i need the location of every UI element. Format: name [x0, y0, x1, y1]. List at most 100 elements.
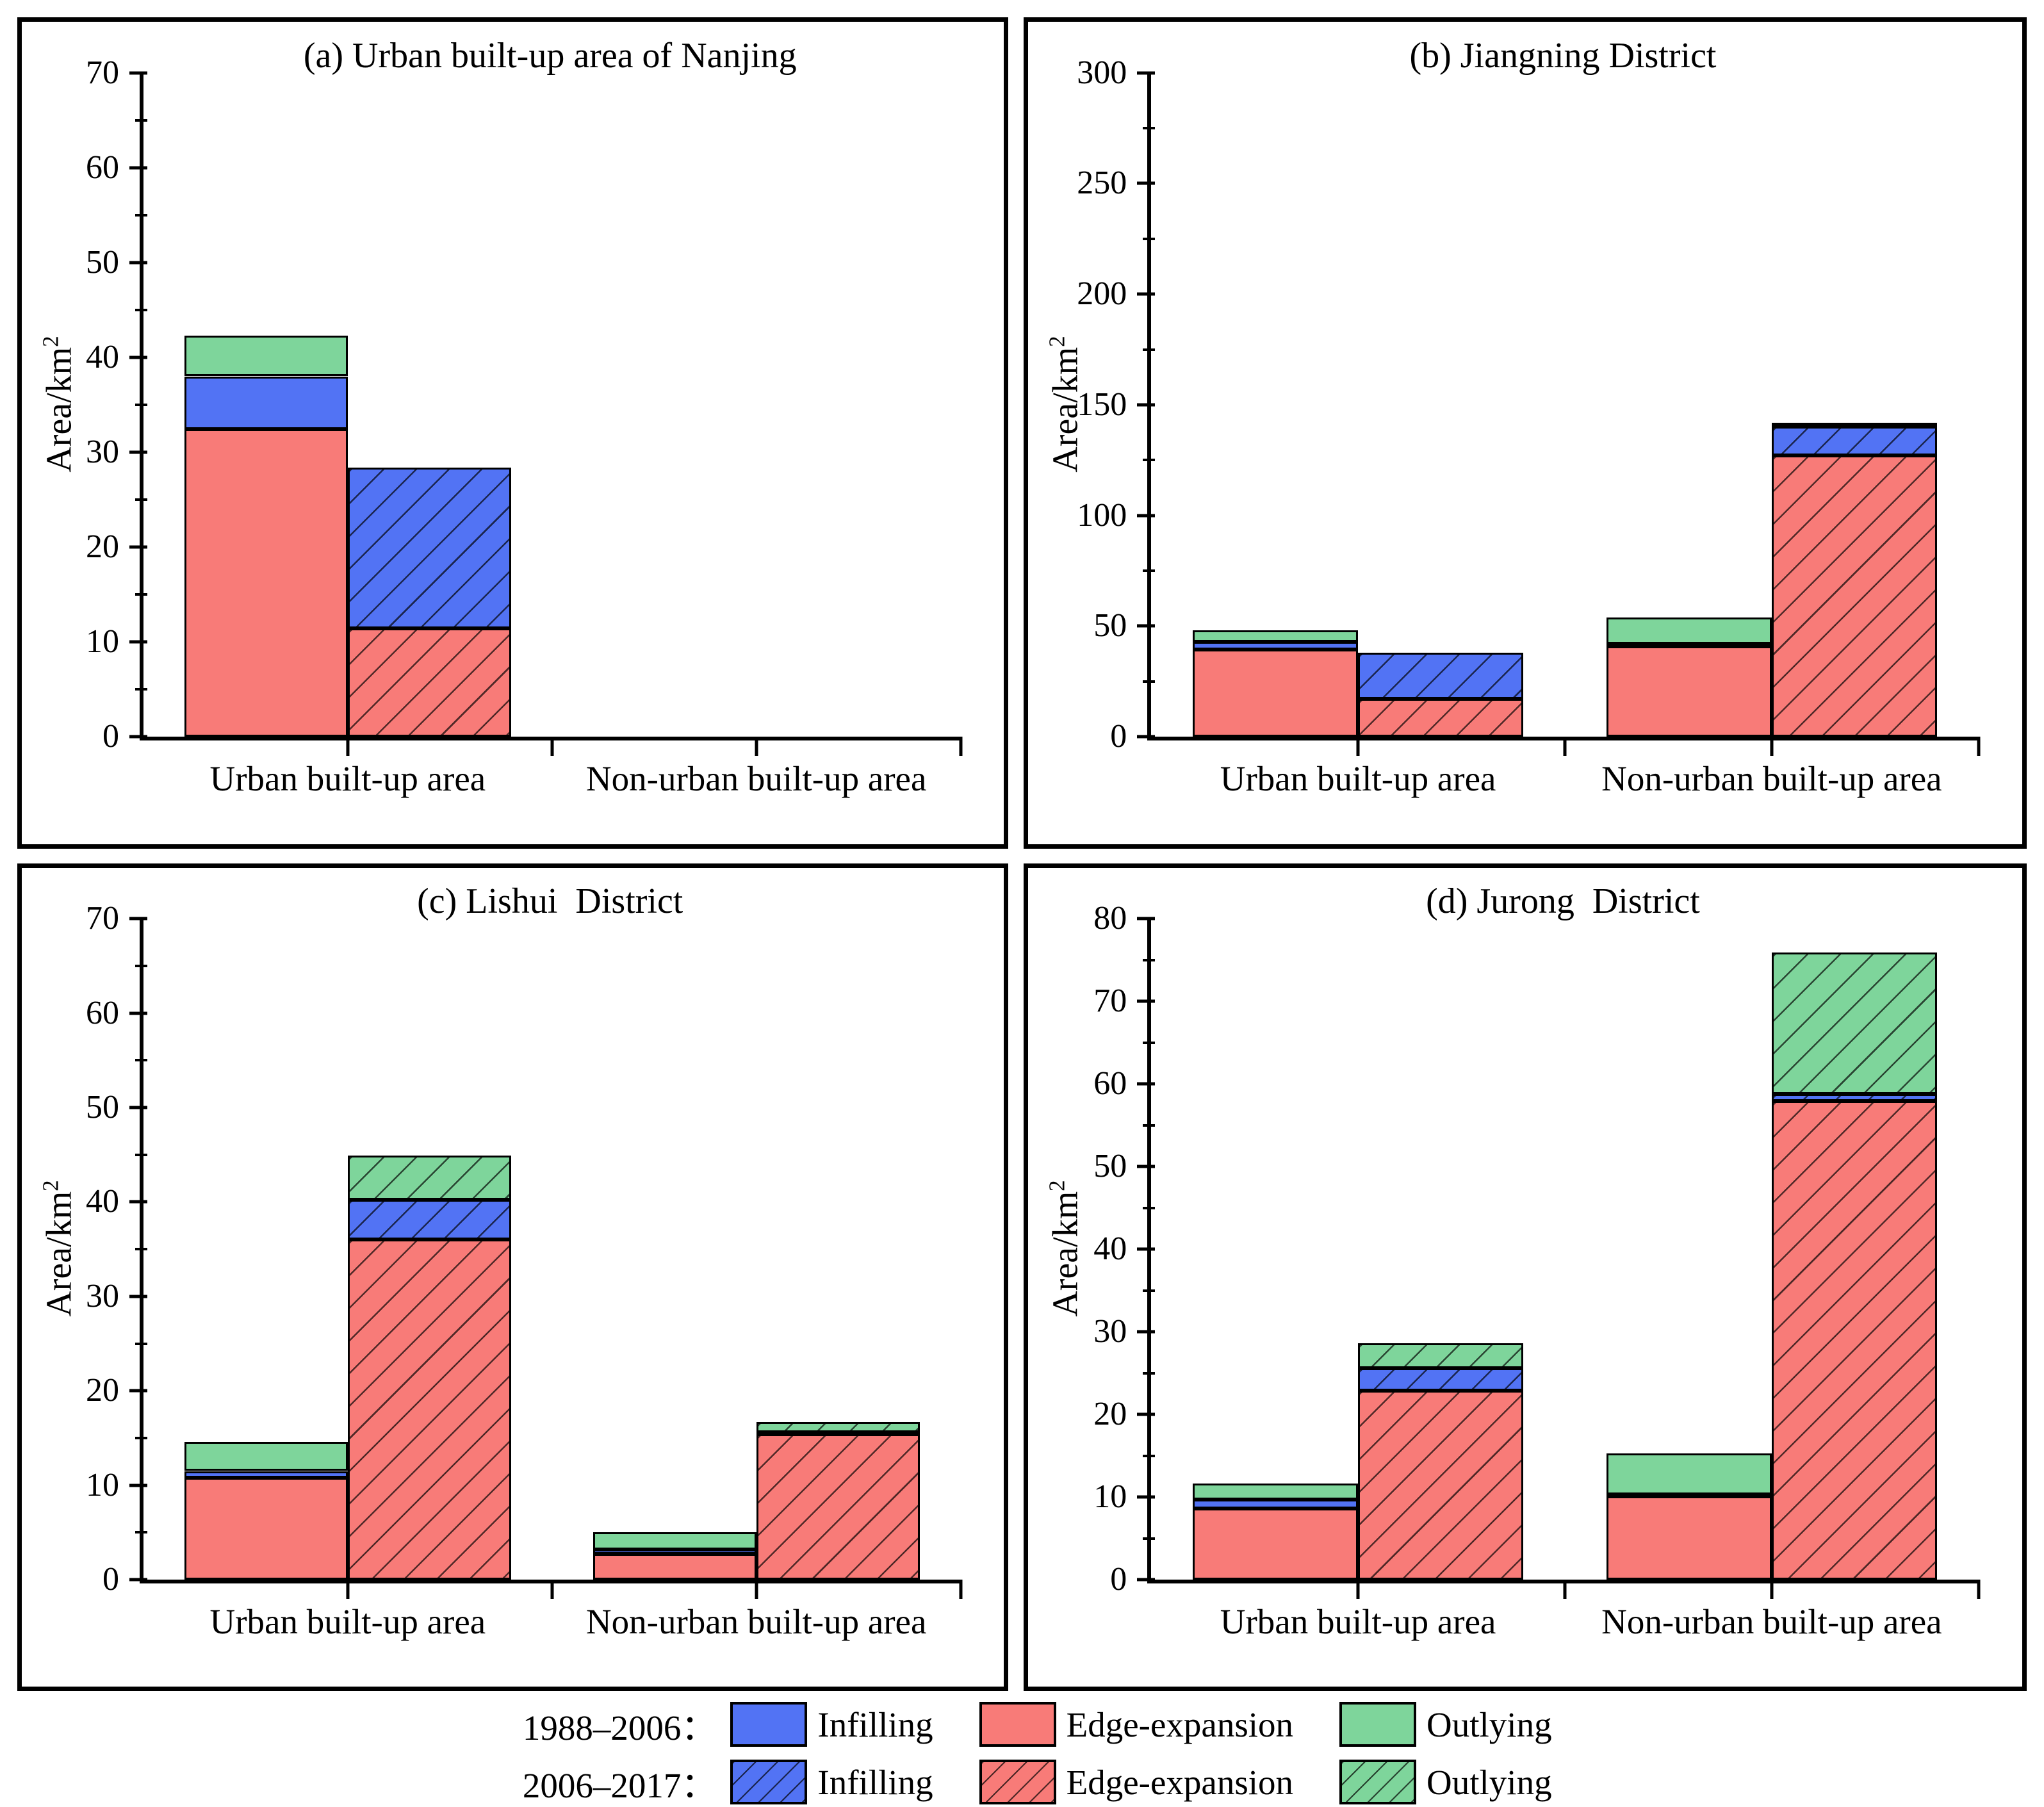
bar-segment-outlying-hatched — [1771, 422, 1938, 427]
bar-segment-outlying — [184, 1441, 348, 1471]
legend: 1988–2006： Infilling Edge-expansion Outl… — [0, 1699, 2044, 1807]
y-axis-major-tick — [129, 450, 147, 454]
y-axis-label: Area/km2 — [1045, 1181, 1086, 1317]
bar-segment-outlying — [184, 335, 348, 377]
y-axis-tick-label: 20 — [85, 1372, 119, 1409]
y-axis-minor-tick — [135, 1436, 147, 1439]
y-axis-minor-tick — [1143, 1454, 1156, 1457]
legend-item-edge-expansion-hatched: Edge-expansion — [979, 1760, 1293, 1804]
y-axis-label: Area/km2 — [38, 336, 80, 472]
y-axis-tick-label: 150 — [1077, 386, 1127, 423]
bar-segment-edge_expansion — [184, 429, 348, 737]
bar-segment-infilling — [1192, 641, 1359, 650]
y-axis-major-tick — [129, 735, 147, 739]
y-axis-minor-tick — [1143, 459, 1156, 462]
y-axis-label-sup: 2 — [1044, 336, 1070, 347]
y-axis-minor-tick — [1143, 1206, 1156, 1209]
y-axis-tick-label: 0 — [1110, 1560, 1127, 1598]
y-axis-tick-label: 40 — [85, 1183, 119, 1220]
y-axis-major-tick — [129, 166, 147, 170]
y-axis-major-tick — [1137, 1495, 1156, 1499]
y-axis-minor-tick — [1143, 1124, 1156, 1127]
bar-segment-edge_expansion-hatched — [1358, 699, 1524, 737]
y-axis-major-tick — [129, 917, 147, 920]
bar-segment-edge_expansion-hatched — [347, 628, 511, 737]
bar-segment-outlying — [1606, 617, 1772, 644]
bar-segment-outlying-hatched — [1358, 1343, 1524, 1368]
x-axis-tick — [1770, 737, 1774, 756]
y-axis-minor-tick — [1143, 569, 1156, 573]
y-axis-tick-label: 10 — [85, 1466, 119, 1503]
y-axis-major-tick — [1137, 624, 1156, 628]
legend-item-label: Outlying — [1427, 1762, 1552, 1802]
legend-item-outlying: Outlying — [1339, 1702, 1552, 1747]
x-category-label: Non-urban built-up area — [585, 1601, 927, 1641]
y-axis-major-tick — [129, 1106, 147, 1109]
panel-title-a: (a) Urban built-up area of Nanjing — [303, 35, 797, 76]
y-axis-tick-label: 30 — [85, 433, 119, 470]
y-axis-label-text: Area/km — [39, 347, 79, 473]
x-axis-tick — [1356, 1579, 1360, 1599]
x-axis-tick — [1770, 1579, 1774, 1599]
bar-segment-edge_expansion-hatched — [1358, 1390, 1524, 1580]
y-axis-tick-label: 30 — [1093, 1313, 1127, 1350]
outlying-solid-swatch-icon — [1339, 1702, 1417, 1747]
bar-segment-infilling — [184, 376, 348, 430]
x-axis-tick — [1356, 737, 1360, 756]
y-axis-tick-label: 300 — [1077, 54, 1127, 91]
y-axis-label: Area/km2 — [38, 1181, 80, 1317]
x-axis-tick — [959, 737, 963, 756]
bar-segment-edge_expansion — [593, 1554, 756, 1580]
legend-item-label: Edge-expansion — [1066, 1705, 1294, 1744]
bar-segment-edge_expansion — [1606, 1496, 1772, 1580]
y-axis-tick-label: 50 — [1093, 607, 1127, 644]
y-axis-minor-tick — [135, 1531, 147, 1534]
panel-nanjing: (a) Urban built-up area of Nanjing Area/… — [17, 17, 1008, 849]
bar-segment-outlying-hatched — [756, 1421, 920, 1433]
y-axis-tick-label: 70 — [85, 54, 119, 91]
legend-item-infilling: Infilling — [730, 1702, 933, 1747]
infilling-solid-swatch-icon — [730, 1702, 808, 1747]
bar-segment-infilling-hatched — [1358, 1368, 1524, 1391]
plot-area: 0 10 20 30 40 50 60 70 Urban built-up area Non-ur… — [86, 56, 963, 798]
x-category-label: Non-urban built-up area — [1601, 1601, 1942, 1641]
y-axis-minor-tick — [1143, 680, 1156, 683]
legend-item-label: Outlying — [1427, 1705, 1552, 1744]
outlying-hatched-swatch-icon — [1339, 1760, 1417, 1804]
legend-item-edge-expansion: Edge-expansion — [979, 1702, 1293, 1747]
y-axis-tick-label: 10 — [85, 623, 119, 660]
y-axis-major-tick — [129, 1295, 147, 1298]
bar-segment-edge_expansion-hatched — [347, 1239, 511, 1580]
bar-segment-infilling-hatched — [1771, 427, 1938, 456]
bar-segment-edge_expansion — [1606, 646, 1772, 737]
y-axis-tick-label: 0 — [102, 1560, 119, 1598]
y-axis-minor-tick — [135, 593, 147, 596]
x-axis-tick — [1563, 1579, 1567, 1599]
y-axis-minor-tick — [135, 498, 147, 501]
y-axis-major-tick — [1137, 403, 1156, 407]
panel-title-b: (b) Jiangning District — [1409, 35, 1717, 76]
x-category-label: Urban built-up area — [209, 1601, 486, 1641]
y-axis-tick-label: 40 — [1093, 1231, 1127, 1268]
y-axis-tick-label: 60 — [1093, 1065, 1127, 1102]
bar-segment-edge_expansion-hatched — [756, 1434, 920, 1580]
plot-area: 0 10 20 30 40 50 60 70 80 Urban built-up area Non-… — [1093, 902, 1981, 1641]
bar-segment-infilling — [593, 1549, 756, 1555]
y-axis-minor-tick — [1143, 958, 1156, 961]
y-axis-label-text: Area/km — [39, 1191, 79, 1317]
y-axis-label-sup: 2 — [38, 1180, 63, 1191]
x-axis-tick — [1563, 737, 1567, 756]
y-axis-minor-tick — [135, 1153, 147, 1156]
y-axis-tick-label: 60 — [85, 994, 119, 1031]
legend-item-label: Edge-expansion — [1066, 1762, 1294, 1802]
bar-segment-edge_expansion-hatched — [1771, 1101, 1938, 1580]
x-axis-tick — [959, 1579, 963, 1599]
legend-item-infilling-hatched: Infilling — [730, 1760, 933, 1804]
x-axis-tick — [755, 737, 758, 756]
legend-item-label: Infilling — [817, 1762, 933, 1802]
plot-area: 0 50 100 150 200 250 300 Urban built-up area Non… — [1077, 56, 1981, 798]
y-axis-tick-label: 60 — [85, 149, 119, 186]
y-axis-tick-label: 20 — [85, 528, 119, 566]
y-axis-minor-tick — [135, 1059, 147, 1062]
y-axis-major-tick — [1137, 292, 1156, 296]
